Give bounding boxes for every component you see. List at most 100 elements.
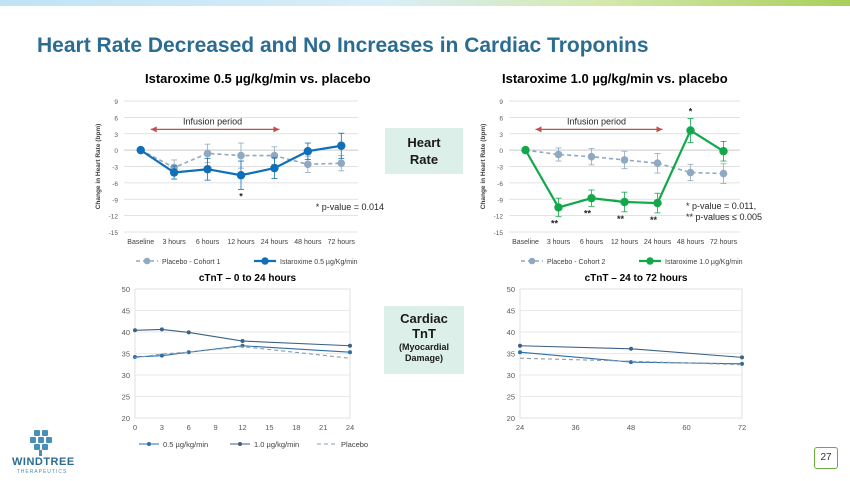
data-point [587, 193, 596, 203]
data-point [203, 149, 212, 158]
data-point [133, 354, 137, 359]
x-tick-label: 0 [133, 423, 137, 432]
heart-rate-line-2: Rate [409, 152, 439, 167]
x-tick-label: 3 hours [547, 239, 571, 246]
significance-star: ** [650, 215, 658, 225]
data-point [740, 355, 744, 360]
ctnt-chart-0-24: 20 25 30 35 40 45 50 0 3 6 9 12 15 18 21 24 cTnT – 0 to … [122, 273, 368, 449]
y-tick-label: -6 [497, 181, 503, 188]
tree-logo-icon [30, 430, 52, 456]
y-tick-label: 40 [122, 328, 130, 337]
y-tick-label: 3 [114, 132, 118, 139]
x-tick-label: 9 [214, 423, 218, 432]
data-point [719, 169, 728, 178]
y-tick-label: -15 [109, 230, 119, 237]
data-point [236, 171, 246, 180]
legend-label: Placebo - Cohort 2 [547, 259, 605, 266]
data-point [740, 361, 744, 366]
x-tick-label: Baseline [512, 239, 539, 246]
significance-star: ** [617, 214, 625, 224]
x-tick-label: 21 [319, 423, 327, 432]
x-tick-label: 6 hours [196, 239, 220, 246]
y-tick-label: 35 [507, 350, 515, 359]
data-point [169, 168, 179, 177]
y-tick-label: 30 [122, 371, 130, 380]
x-tick-label: 12 hours [227, 239, 255, 246]
significance-star: ** [551, 219, 559, 229]
cardiac-tnt-box: Cardiac TnT (Myocardial Damage) [384, 306, 464, 374]
y-tick-label: -6 [112, 181, 118, 188]
series-line [519, 357, 743, 366]
data-point [237, 151, 245, 160]
x-tick-label: 48 hours [294, 239, 322, 246]
data-point [159, 353, 164, 358]
chart-1-title: Istaroxime 0.5 µg/kg/min vs. placebo [145, 71, 371, 86]
data-point [337, 159, 346, 168]
y-tick-label: 20 [507, 414, 515, 423]
significance-star: ** [584, 208, 592, 218]
y-tick-label: 35 [122, 350, 130, 359]
infusion-arrow-head-left [535, 126, 542, 133]
heart-rate-box: Heart Rate [385, 128, 463, 174]
ctnt-chart-24-72: 20 25 30 35 40 45 50 24 36 48 60 72 cTnT – 24 to 72 … [507, 273, 747, 432]
y-axis-label: Change in Heart Rate (bpm) [480, 124, 487, 210]
data-point [133, 328, 137, 333]
y-tick-label: 9 [114, 99, 118, 106]
data-point [270, 163, 279, 173]
legend-marker [147, 442, 151, 446]
significance-star: * [239, 191, 243, 201]
data-point [686, 168, 695, 177]
data-point [653, 159, 662, 168]
x-tick-label: 6 [187, 423, 191, 432]
y-tick-label: 45 [122, 307, 130, 316]
legend-marker [261, 257, 269, 265]
x-tick-label: 72 [738, 423, 746, 432]
y-tick-label: 45 [507, 307, 515, 316]
legend-label: Istaroxime 0.5 µg/Kg/min [280, 259, 358, 266]
legend-label: Placebo - Cohort 1 [162, 259, 220, 266]
legend-marker [646, 257, 654, 265]
x-tick-label: 3 hours [162, 239, 186, 246]
y-tick-label: 0 [114, 148, 118, 155]
y-tick-label: 6 [499, 115, 503, 122]
y-tick-label: 30 [507, 371, 515, 380]
y-tick-label: -3 [112, 165, 118, 172]
y-tick-label: -9 [497, 197, 503, 204]
y-tick-label: -12 [109, 214, 119, 221]
data-point [521, 145, 530, 155]
x-tick-label: 24 [516, 423, 524, 432]
data-point [620, 197, 629, 207]
x-tick-label: 72 hours [710, 239, 738, 246]
data-point [203, 165, 212, 174]
y-tick-label: 3 [499, 132, 503, 139]
data-point [686, 126, 695, 135]
data-point [348, 350, 352, 355]
legend-label: Istaroxime 1.0 µg/Kg/min [665, 259, 743, 266]
x-tick-label: Baseline [127, 239, 154, 246]
logo-name: WINDTREE [12, 456, 75, 468]
y-tick-label: -9 [112, 197, 118, 204]
data-point [554, 203, 563, 212]
y-axis-label: Change in Heart Rate (bpm) [95, 124, 102, 210]
legend-label: 0.5 µg/kg/min [163, 440, 208, 449]
x-tick-label: 24 [346, 423, 354, 432]
legend-label: 1.0 µg/kg/min [254, 440, 299, 449]
slide-title: Heart Rate Decreased and No Increases in… [37, 34, 649, 57]
page-number: 27 [814, 447, 838, 469]
p-value-note: * p-value = 0.011, [686, 201, 756, 211]
cardiac-line-2: TnT [412, 326, 436, 341]
data-point [653, 198, 662, 208]
x-tick-label: 6 hours [580, 239, 604, 246]
x-tick-label: 18 [292, 423, 300, 432]
p-value-note: ** p-values ≤ 0.005 [686, 212, 762, 222]
data-point [587, 152, 596, 161]
y-tick-label: 20 [122, 414, 130, 423]
y-tick-label: 6 [114, 115, 118, 122]
data-point [240, 339, 245, 344]
series-line [134, 346, 351, 359]
logo-tagline: THERAPEUTICS [16, 469, 68, 475]
heart-rate-chart-05: -15 -12 -9 -6 -3 0 3 6 9 Baseline 3 hours 6 hours 12… [95, 99, 384, 266]
data-point [518, 350, 522, 355]
y-tick-label: -15 [494, 230, 504, 237]
data-point [554, 150, 563, 159]
